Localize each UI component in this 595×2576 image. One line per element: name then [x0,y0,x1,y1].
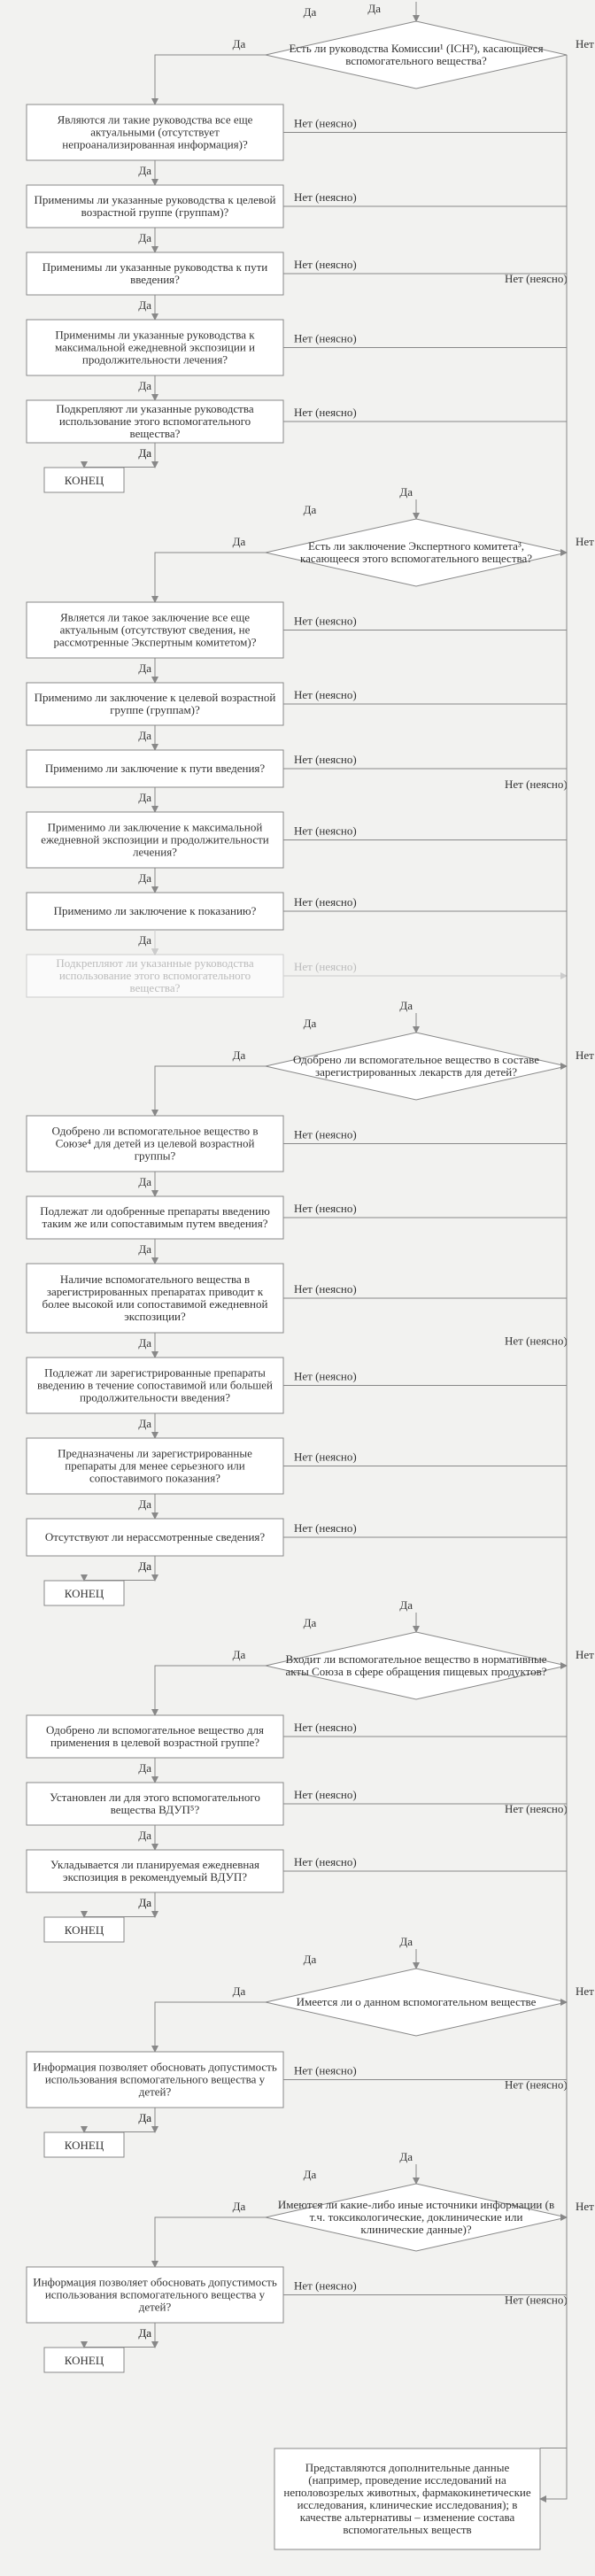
edge-label: Да [233,2200,246,2213]
edge-label: Да [304,2168,317,2181]
edge-label: Нет (неясно) [576,1984,595,1998]
edge-label: Да [233,1048,246,1062]
edge-label: Нет (неясно) [505,2078,568,2092]
svg-text:Отсутствуют ли нерассмотренные: Отсутствуют ли нерассмотренные сведения? [45,1530,266,1543]
edge-label: Нет (неясно) [505,2294,568,2307]
svg-text:Является ли такое заключение в: Является ли такое заключение все ещеакту… [53,611,256,649]
edge-label: Да [138,729,151,742]
edge-label: Нет (неясно) [576,2200,595,2213]
svg-text:Входит ли вспомогательное веще: Входит ли вспомогательное вещество в нор… [285,1652,546,1678]
edge-label: Нет (неясно) [294,615,357,628]
edge-label: Да [233,1984,246,1998]
edge-label: Да [233,37,246,50]
svg-text:Имеется ли о данном вспомогате: Имеется ли о данном вспомогательном веще… [297,1995,537,2008]
edge-label: Нет (неясно) [505,1802,568,1815]
edge-label: Нет (неясно) [294,1721,357,1734]
edge-label: Нет (неясно) [505,777,568,791]
edge-label: Нет (неясно) [294,824,357,838]
edge-label: Нет (неясно) [294,332,357,345]
edge-label: Нет (неясно) [294,1282,357,1296]
edge-label: Нет (неясно) [294,2064,357,2077]
edge-label: Да [233,1648,246,1661]
svg-text:Применимы ли указанные руковод: Применимы ли указанные руководства кмакс… [55,329,255,367]
edge-label: Нет (неясно) [294,1128,357,1141]
edge-label: Нет (неясно) [294,406,357,419]
edge-label: Да [138,871,151,885]
edge-label: Нет (неясно) [576,37,595,50]
edge-label: Да [304,1953,317,1966]
end-label: КОНЕЦ [65,2354,104,2367]
edge-label: Нет (неясно) [294,1370,357,1383]
edge-label: Да [304,1616,317,1629]
edge-label: Нет (неясно) [505,272,568,285]
end-label: КОНЕЦ [65,1587,104,1600]
edge-label: Нет (неясно) [294,2279,357,2293]
edge-label: Нет (неясно) [294,753,357,766]
edge-label: Нет (неясно) [576,1048,595,1062]
edge-label: Да [138,1761,151,1775]
edge-label: Да [138,446,151,460]
edge-label: Да [399,485,413,499]
edge-label: Да [138,1336,151,1350]
edge-label: Да [138,298,151,312]
svg-text:Укладывается ли планируемая еж: Укладывается ли планируемая ежедневнаяэк… [50,1858,259,1884]
svg-text:Есть ли заключение Экспертного: Есть ли заключение Экспертного комитета³… [300,539,532,565]
edge-label: Нет (неясно) [294,1855,357,1868]
edge-label: Да [138,2326,151,2340]
edge-label: Нет (неясно) [294,1450,357,1464]
svg-text:Имеются ли какие-либо иные ист: Имеются ли какие-либо иные источники инф… [278,2198,554,2236]
edge-label: Нет (неясно) [294,1788,357,1801]
edge-label: Да [138,1559,151,1573]
svg-text:Нет (неясно): Нет (неясно) [294,960,357,973]
edge-label: Нет (неясно) [576,1648,595,1661]
edge-label: Да [138,791,151,804]
edge-label: Нет (неясно) [294,117,357,130]
edge-label: Да [138,1175,151,1188]
edge-label: Нет (неясно) [294,190,357,204]
edge-label: Нет (неясно) [294,1521,357,1535]
edge-label: Да [138,661,151,675]
edge-label: Да [367,2,381,15]
edge-label: Нет (неясно) [294,895,357,909]
edge-label: Да [138,1417,151,1430]
edge-label: Да [138,164,151,177]
edge-label: Да [138,379,151,392]
edge-label: Да [233,535,246,548]
edge-label: Да [399,2150,413,2163]
edge-label: Да [138,1497,151,1511]
svg-text:Применимо ли заключение к пути: Применимо ли заключение к пути введения? [45,762,266,775]
edge-label: Да [304,5,317,19]
edge-label: Нет (неясно) [294,1202,357,1215]
edge-label: Да [138,2111,151,2124]
edge-label: Да [399,1935,413,1948]
edge-label: Да [138,231,151,244]
svg-text:Подлежат ли одобренные препара: Подлежат ли одобренные препараты введени… [40,1204,270,1230]
svg-text:Одобрено ли вспомогательное ве: Одобрено ли вспомогательное вещество для… [46,1723,264,1749]
svg-text:Одобрено ли вспомогательное ве: Одобрено ли вспомогательное вещество в с… [293,1053,539,1079]
end-label: КОНЕЦ [65,2139,104,2152]
edge-label: Нет (неясно) [576,535,595,548]
edge-label: Да [399,999,413,1012]
edge-label: Да [399,1598,413,1612]
edge-label: Да [138,1829,151,1842]
edge-label: Да [138,1242,151,1256]
edge-label: Да [304,503,317,516]
edge-label: Да [138,1896,151,1909]
edge-label: Нет (неясно) [294,258,357,271]
svg-text:Применимо ли заключение к пока: Применимо ли заключение к показанию? [54,904,257,917]
edge-label: Да [138,933,151,947]
end-label: КОНЕЦ [65,474,104,487]
edge-label: Нет (неясно) [294,688,357,701]
edge-label: Да [304,1017,317,1030]
end-label: КОНЕЦ [65,1923,104,1937]
edge-label: Нет (неясно) [505,1334,568,1348]
